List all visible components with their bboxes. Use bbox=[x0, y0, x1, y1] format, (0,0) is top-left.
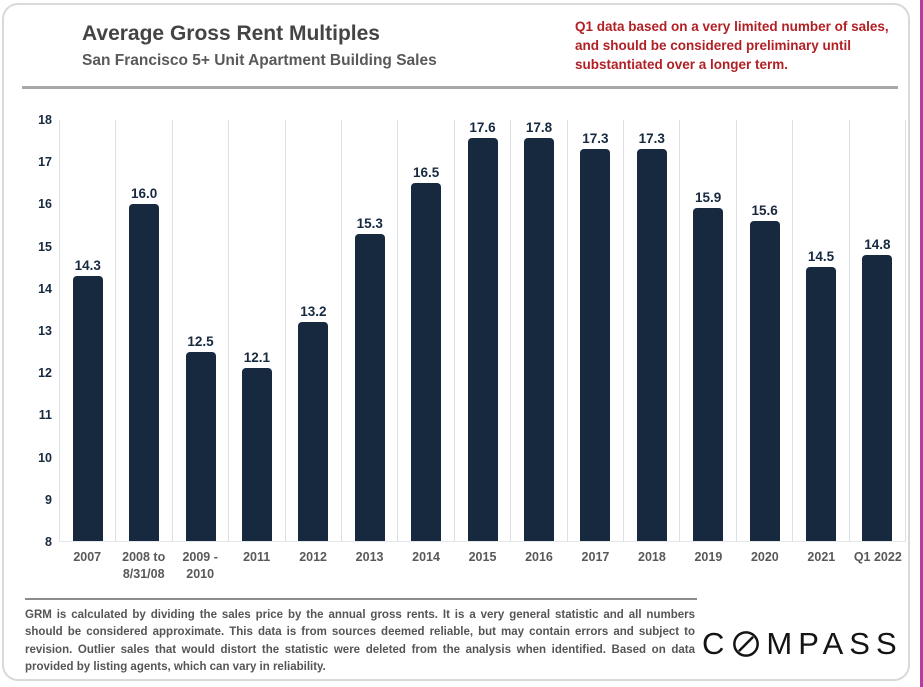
chart-column: 17.6 bbox=[453, 120, 510, 541]
chart-column: 12.5 bbox=[171, 120, 228, 541]
logo-text-post: MPASS bbox=[766, 626, 903, 661]
chart-column: 13.2 bbox=[284, 120, 341, 541]
x-axis-label: 2011 bbox=[243, 550, 271, 564]
compass-o-icon bbox=[731, 629, 761, 659]
q1-disclaimer-note: Q1 data based on a very limited number o… bbox=[575, 19, 889, 73]
bar bbox=[241, 368, 272, 541]
chart-column: 15.3 bbox=[341, 120, 397, 541]
bar-value-label: 12.5 bbox=[187, 333, 214, 349]
x-axis-label: 2019 bbox=[694, 550, 723, 564]
x-axis-label: 2009 - 2010 bbox=[182, 550, 218, 581]
chart-column: 15.6 bbox=[735, 120, 792, 541]
y-axis-tick: 11 bbox=[38, 408, 52, 423]
x-axis-label: 2021 bbox=[807, 550, 836, 564]
compass-logo: C MPASS bbox=[702, 626, 897, 662]
bar-value-label: 16.5 bbox=[413, 165, 440, 181]
bar-value-label: 15.6 bbox=[751, 203, 778, 219]
chart-column: 14.3 bbox=[59, 120, 115, 541]
x-axis-label: 2016 bbox=[525, 550, 553, 564]
bar-value-label: 12.1 bbox=[243, 350, 271, 366]
y-axis-tick: 12 bbox=[38, 366, 52, 381]
x-axis: 2007 2008 to 8/31/08 2009 - 2010 2011 2012 20… bbox=[59, 549, 906, 583]
header-divider bbox=[22, 86, 898, 89]
bar-value-label: 16.0 bbox=[130, 186, 158, 202]
x-axis-label: 2012 bbox=[299, 550, 328, 564]
y-axis-tick: 9 bbox=[45, 492, 52, 507]
bar bbox=[298, 322, 329, 541]
bar-value-label: 17.3 bbox=[582, 131, 609, 147]
bar bbox=[805, 267, 836, 541]
bar bbox=[129, 204, 160, 541]
bar bbox=[467, 138, 498, 541]
x-axis-label: 2020 bbox=[750, 550, 779, 564]
plot-wrap: 14.3 16.0 12.5 12.1 13.2 15.3 16.5 17.6 17.8 17.3… bbox=[59, 120, 906, 598]
y-axis-tick: 14 bbox=[38, 281, 52, 296]
bar bbox=[580, 149, 611, 541]
x-axis-label: 2018 bbox=[638, 550, 666, 564]
bar bbox=[185, 351, 216, 541]
x-axis-label: Q1 2022 bbox=[853, 550, 902, 564]
bar bbox=[862, 254, 893, 541]
x-axis-label: 2013 bbox=[355, 550, 384, 564]
chart-column: 14.5 bbox=[792, 120, 848, 541]
chart-column: 16.5 bbox=[397, 120, 453, 541]
bar-value-label: 17.6 bbox=[469, 120, 496, 135]
x-axis-label: 2007 bbox=[73, 550, 102, 564]
bar bbox=[749, 221, 780, 541]
chart-column: 17.8 bbox=[510, 120, 566, 541]
chart-column: 17.3 bbox=[623, 120, 679, 541]
x-axis-label: 2014 bbox=[412, 550, 440, 564]
bar-value-label: 15.3 bbox=[356, 215, 383, 231]
bar-value-label: 15.9 bbox=[695, 190, 722, 206]
y-axis-tick: 15 bbox=[38, 239, 52, 254]
bar-value-label: 17.8 bbox=[525, 120, 553, 135]
bar-value-label: 14.8 bbox=[864, 236, 891, 252]
plot-area: 14.3 16.0 12.5 12.1 13.2 15.3 16.5 17.6 17.8 17.3… bbox=[59, 120, 906, 542]
x-axis-label: 2015 bbox=[468, 550, 497, 564]
logo-text-pre: C bbox=[702, 626, 731, 661]
page-title: Average Gross Rent Multiples bbox=[82, 22, 380, 45]
bar bbox=[354, 233, 385, 541]
grm-bar-chart: 8 9 10 11 12 13 14 15 16 17 18 14.3 16.0 12.5 12.1 13.… bbox=[28, 113, 906, 598]
chart-column: 14.8 bbox=[848, 120, 905, 541]
footer-divider bbox=[25, 598, 697, 600]
y-axis-tick: 10 bbox=[38, 450, 52, 465]
y-axis-tick: 16 bbox=[38, 197, 52, 212]
y-axis-tick: 13 bbox=[38, 324, 52, 338]
bar bbox=[411, 183, 442, 541]
chart-column: 16.0 bbox=[115, 120, 171, 541]
bar-value-label: 14.5 bbox=[807, 249, 835, 265]
bar bbox=[523, 138, 554, 541]
y-axis-tick: 17 bbox=[38, 155, 52, 170]
chart-column: 12.1 bbox=[228, 120, 284, 541]
page-subtitle: San Francisco 5+ Unit Apartment Building… bbox=[82, 52, 437, 69]
footnote-text: GRM is calculated by dividing the sales … bbox=[25, 609, 695, 673]
y-axis: 8 9 10 11 12 13 14 15 16 17 18 bbox=[28, 113, 54, 549]
x-axis-label: 2008 to 8/31/08 bbox=[122, 550, 166, 581]
bar bbox=[693, 208, 724, 541]
right-edge-strip bbox=[920, 0, 923, 687]
y-axis-tick: 8 bbox=[45, 535, 52, 549]
bar-value-label: 13.2 bbox=[300, 304, 327, 320]
bar bbox=[72, 275, 103, 541]
chart-column: 15.9 bbox=[679, 120, 735, 541]
bar-value-label: 17.3 bbox=[638, 131, 665, 147]
bar bbox=[636, 149, 667, 541]
x-axis-label: 2017 bbox=[581, 550, 610, 564]
bar-value-label: 14.3 bbox=[74, 257, 101, 273]
chart-column: 17.3 bbox=[566, 120, 623, 541]
y-axis-tick: 18 bbox=[38, 113, 52, 127]
